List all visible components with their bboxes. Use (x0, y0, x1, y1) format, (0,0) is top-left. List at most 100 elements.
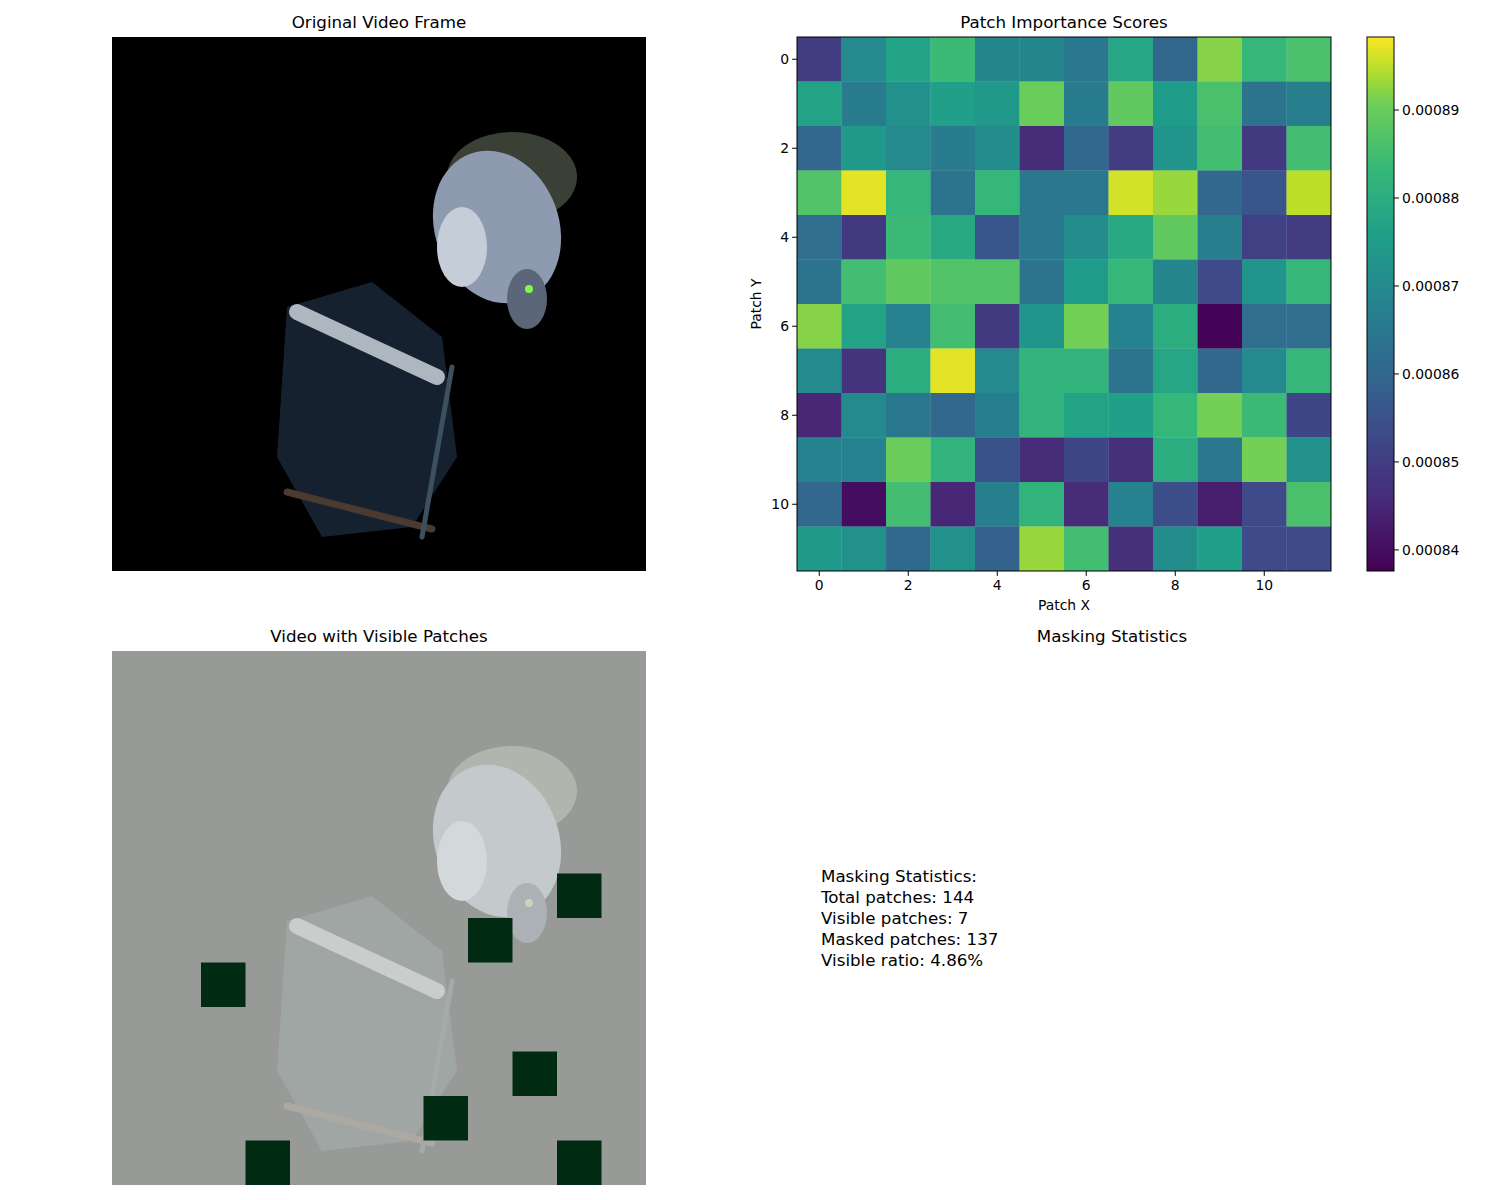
colorbar-tick (1394, 373, 1399, 374)
heatmap-cell (975, 260, 1020, 305)
heatmap-cell (797, 482, 842, 527)
heatmap-cell (1198, 37, 1243, 82)
y-tick (792, 326, 797, 327)
heatmap-cell (1287, 215, 1332, 260)
heatmap-cell (886, 527, 931, 572)
heatmap-cell (1198, 304, 1243, 349)
heatmap-cell (1109, 527, 1154, 572)
heatmap-cell (1242, 260, 1287, 305)
stats-line: Visible ratio: 4.86% (821, 950, 983, 970)
colorbar-tick-label: 0.00084 (1402, 542, 1460, 558)
heatmap-cell (797, 37, 842, 82)
colorbar-tick (1394, 461, 1399, 462)
heatmap-cell (797, 438, 842, 483)
y-tick (792, 237, 797, 238)
heatmap-cell (1242, 215, 1287, 260)
heatmap-cell (1242, 527, 1287, 572)
heatmap-cell (1287, 171, 1332, 216)
heatmap-cell (842, 126, 887, 171)
heatmap-cell (1153, 126, 1198, 171)
heatmap-cell (886, 126, 931, 171)
y-tick-label: 2 (780, 140, 789, 156)
masked-frame (277, 746, 582, 1151)
heatmap-cell (931, 215, 976, 260)
frame-ear (507, 883, 547, 943)
heatmap-cell (931, 349, 976, 394)
heatmap-cell (1153, 527, 1198, 572)
heatmap-cell (797, 215, 842, 260)
heatmap-cell (1064, 37, 1109, 82)
heatmap-cell (842, 171, 887, 216)
heatmap-cell (1153, 171, 1198, 216)
heatmap-cell (1198, 349, 1243, 394)
visible-patch (424, 1096, 469, 1141)
heatmap-cell (1109, 349, 1154, 394)
stats-line: Visible patches: 7 (821, 908, 968, 928)
frame-body (277, 282, 457, 537)
heatmap-cell (931, 304, 976, 349)
colorbar-tick-label: 0.00086 (1402, 366, 1459, 382)
y-tick (792, 415, 797, 416)
heatmap-cell (886, 260, 931, 305)
visible-patch (246, 1141, 291, 1186)
heatmap-cell (1109, 171, 1154, 216)
heatmap-cell (931, 260, 976, 305)
heatmap-cell (886, 393, 931, 438)
heatmap-cell (1109, 82, 1154, 127)
heatmap-cell (1064, 438, 1109, 483)
heatmap-cell (975, 37, 1020, 82)
figure: Original Video Frame Patch Importance Sco… (0, 0, 1500, 1200)
visible-patch (557, 874, 602, 919)
x-tick (908, 571, 909, 576)
heatmap-cell (886, 82, 931, 127)
heatmap-cell (931, 393, 976, 438)
heatmap-cell (1287, 82, 1332, 127)
frame-earring (525, 285, 533, 293)
heatmap-cell (797, 304, 842, 349)
panel-title: Video with Visible Patches (270, 626, 487, 646)
x-tick-label: 2 (904, 577, 913, 593)
colorbar-tick (1394, 285, 1399, 286)
heatmap-cell (1064, 215, 1109, 260)
visible-patch (201, 963, 246, 1008)
visible-patch (513, 1052, 558, 1097)
heatmap-cell (1064, 260, 1109, 305)
stats-line: Masking Statistics: (821, 866, 977, 886)
heatmap-cell (1198, 215, 1243, 260)
heatmap-cell (886, 304, 931, 349)
heatmap-cell (1287, 393, 1332, 438)
heatmap-cell (1020, 215, 1065, 260)
heatmap-cell (842, 482, 887, 527)
x-tick-label: 6 (1082, 577, 1091, 593)
heatmap-cell (1287, 438, 1332, 483)
heatmap-cell (975, 438, 1020, 483)
heatmap-cell (975, 349, 1020, 394)
heatmap-cell (1064, 82, 1109, 127)
frame-earring (525, 899, 533, 907)
heatmap-cell (975, 482, 1020, 527)
heatmap-cell (1109, 260, 1154, 305)
heatmap-cell (975, 126, 1020, 171)
y-axis-label: Patch Y (748, 278, 764, 330)
heatmap-cell (931, 527, 976, 572)
panel-title: Original Video Frame (292, 12, 467, 32)
heatmap-cell (842, 260, 887, 305)
heatmap-cell (1153, 393, 1198, 438)
heatmap-cell (797, 349, 842, 394)
heatmap-cell (931, 126, 976, 171)
heatmap-cell (1020, 304, 1065, 349)
heatmap-cell (1287, 349, 1332, 394)
heatmap-cell (1198, 171, 1243, 216)
heatmap-cell (975, 393, 1020, 438)
panel-title: Patch Importance Scores (960, 12, 1168, 32)
heatmap-cell (842, 527, 887, 572)
heatmap-cell (1242, 393, 1287, 438)
heatmap-cell (1020, 349, 1065, 394)
y-tick-label: 4 (780, 229, 789, 245)
heatmap-cell (931, 482, 976, 527)
frame-head (412, 132, 582, 321)
heatmap-cell (797, 393, 842, 438)
heatmap-cell (1064, 482, 1109, 527)
heatmap-cell (886, 171, 931, 216)
masked-image (112, 651, 646, 1185)
